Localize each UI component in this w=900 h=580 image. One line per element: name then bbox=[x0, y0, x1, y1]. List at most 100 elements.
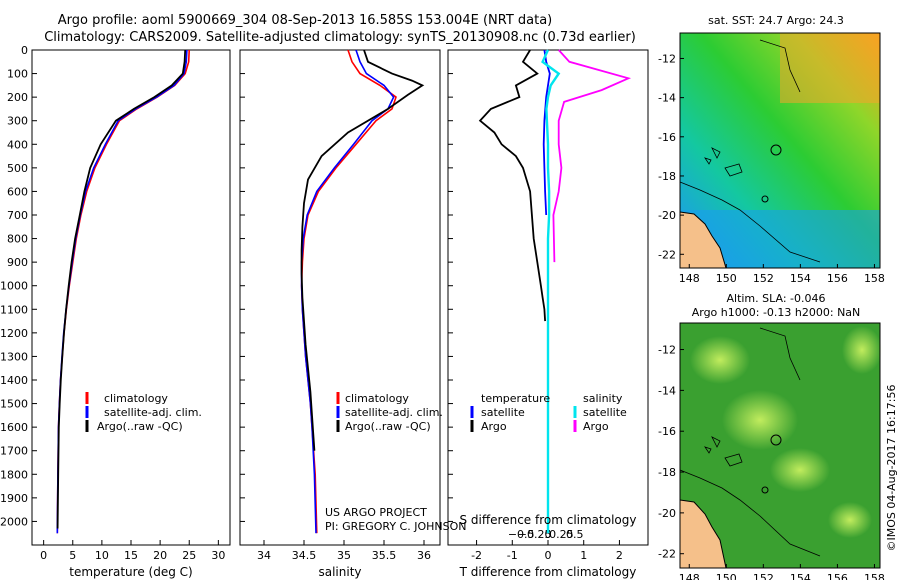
map-y-tick-label: -12 bbox=[658, 344, 676, 357]
difference-series bbox=[478, 49, 632, 534]
series-salinity-0 bbox=[300, 49, 397, 534]
map-y-tick-label: -20 bbox=[658, 507, 676, 520]
sla-map-axes: 148 150 152 154 156 158 -12 -14 -16 -18 -20 -22 bbox=[658, 344, 885, 580]
map-x-tick-label: 156 bbox=[827, 572, 848, 580]
figure-title-line-1: Argo profile: aoml 5900669_304 08-Sep-20… bbox=[58, 13, 553, 28]
y-tick-label: 1400 bbox=[0, 374, 28, 387]
x-tick-label: 30 bbox=[211, 549, 225, 562]
map-y-tick-label: -18 bbox=[658, 466, 676, 479]
series-salinity-1 bbox=[300, 49, 395, 534]
temperature-plot-frame bbox=[31, 49, 231, 546]
sla-map-panel: Altim. SLA: -0.046 Argo h1000: -0.13 h20… bbox=[658, 292, 885, 580]
difference-depth-ticks bbox=[448, 49, 453, 522]
map-y-tick-label: -22 bbox=[658, 548, 676, 561]
x2-tick-label: 0.25 bbox=[549, 528, 574, 541]
sst-small-island bbox=[761, 195, 769, 203]
map-y-tick-label: -14 bbox=[658, 384, 676, 397]
y-tick-label: 100 bbox=[7, 68, 28, 81]
y-tick-label: 1000 bbox=[0, 280, 28, 293]
x-tick-label: 15 bbox=[124, 549, 138, 562]
sla-coastline-contour bbox=[679, 469, 821, 557]
y-tick-label: 600 bbox=[7, 185, 28, 198]
difference-legend-salinity-title: salinity bbox=[583, 392, 623, 405]
x-tick-label: -2 bbox=[471, 549, 482, 562]
sst-map-axes: 148 150 152 154 156 158 -12 -14 -16 -18 -20 -22 bbox=[658, 52, 885, 285]
x-tick-label: 0 bbox=[40, 549, 47, 562]
y-tick-label: 500 bbox=[7, 162, 28, 175]
y-tick-label: 0 bbox=[21, 44, 28, 57]
y-tick-label: 1200 bbox=[0, 327, 28, 340]
x-tick-label: 35 bbox=[337, 549, 351, 562]
sla-map-title-1: Altim. SLA: -0.046 bbox=[726, 292, 825, 305]
sla-high-patch bbox=[842, 326, 882, 374]
map-y-tick-label: -22 bbox=[658, 248, 676, 261]
sla-argo-marker bbox=[770, 434, 782, 446]
temperature-legend: climatology satellite-adj. clim. Argo(..… bbox=[85, 392, 202, 433]
temperature-legend-satellite: satellite-adj. clim. bbox=[104, 406, 202, 419]
project-credit: US ARGO PROJECT bbox=[325, 506, 427, 519]
temperature-panel: 0100200300400500600700800900100011001200… bbox=[0, 44, 231, 579]
y-tick-label: 400 bbox=[7, 138, 28, 151]
x-tick-label: -1 bbox=[507, 549, 518, 562]
series-temperature-0 bbox=[56, 49, 190, 534]
imos-watermark: ©IMOS 04-Aug-2017 16:17:56 bbox=[885, 385, 898, 552]
x-tick-label: 20 bbox=[153, 549, 167, 562]
y-tick-label: 1300 bbox=[0, 350, 28, 363]
y-tick-label: 1500 bbox=[0, 398, 28, 411]
map-y-tick-label: -18 bbox=[658, 170, 676, 183]
difference-legend-temperature-title: temperature bbox=[481, 392, 550, 405]
map-x-tick-label: 150 bbox=[716, 272, 737, 285]
sla-map-frame bbox=[679, 322, 881, 569]
salinity-x-label: salinity bbox=[318, 565, 361, 579]
difference-legend-s-satellite: satellite bbox=[583, 406, 627, 419]
sla-high-patch bbox=[690, 336, 750, 384]
map-y-tick-label: -14 bbox=[658, 92, 676, 105]
y-tick-label: 1700 bbox=[0, 445, 28, 458]
salinity-plot-frame bbox=[239, 49, 441, 546]
y-tick-label: 2000 bbox=[0, 515, 28, 528]
map-x-tick-label: 152 bbox=[753, 572, 774, 580]
y-tick-label: 700 bbox=[7, 209, 28, 222]
sst-coastline-contour bbox=[679, 181, 821, 263]
salinity-legend: climatology satellite-adj. clim. Argo(..… bbox=[336, 392, 443, 433]
temperature-legend-climatology: climatology bbox=[104, 392, 168, 405]
series-difference-3 bbox=[552, 49, 632, 263]
difference-legend-s-argo: Argo bbox=[583, 420, 609, 433]
sla-reef-outline bbox=[759, 327, 801, 381]
sla-map-title-2: Argo h1000: -0.13 h2000: NaN bbox=[692, 306, 861, 319]
map-x-tick-label: 152 bbox=[753, 272, 774, 285]
map-y-tick-label: -16 bbox=[658, 131, 676, 144]
salinity-legend-satellite: satellite-adj. clim. bbox=[345, 406, 443, 419]
sst-reef-outline bbox=[759, 39, 801, 93]
map-x-tick-label: 150 bbox=[716, 572, 737, 580]
sst-map-panel: sat. SST: 24.7 Argo: 24.3 148 150 152 154 15… bbox=[658, 14, 885, 285]
sst-map-frame bbox=[679, 32, 881, 269]
y-tick-label: 900 bbox=[7, 256, 28, 269]
sla-reef-islands bbox=[704, 436, 743, 467]
x2-tick-label: −0.25 bbox=[518, 528, 552, 541]
salinity-legend-climatology: climatology bbox=[345, 392, 409, 405]
x-tick-label: 0 bbox=[545, 549, 552, 562]
map-y-tick-label: -16 bbox=[658, 425, 676, 438]
map-x-tick-label: 154 bbox=[790, 272, 811, 285]
map-x-tick-label: 158 bbox=[864, 572, 885, 580]
series-salinity-2 bbox=[300, 49, 425, 451]
x2-tick-label: −0.5 bbox=[508, 528, 535, 541]
map-x-tick-label: 148 bbox=[679, 272, 700, 285]
x-tick-label: 36 bbox=[417, 549, 431, 562]
sst-reef-islands bbox=[704, 147, 743, 177]
x-tick-label: 25 bbox=[182, 549, 196, 562]
x-tick-label: 34 bbox=[257, 549, 271, 562]
figure-title-line-2: Climatology: CARS2009. Satellite-adjuste… bbox=[44, 30, 636, 45]
temperature-x-label: temperature (deg C) bbox=[69, 565, 192, 579]
y-tick-label: 1100 bbox=[0, 303, 28, 316]
x-tick-label: 34.5 bbox=[292, 549, 317, 562]
salinity-panel: 34 34.5 35 35.5 36 salinity climatology sate… bbox=[239, 49, 466, 579]
map-x-tick-label: 148 bbox=[679, 572, 700, 580]
x2-tick-label: 0 bbox=[545, 528, 552, 541]
sst-argo-marker bbox=[770, 144, 782, 156]
temperature-series bbox=[56, 49, 190, 534]
sla-small-island bbox=[761, 486, 769, 494]
